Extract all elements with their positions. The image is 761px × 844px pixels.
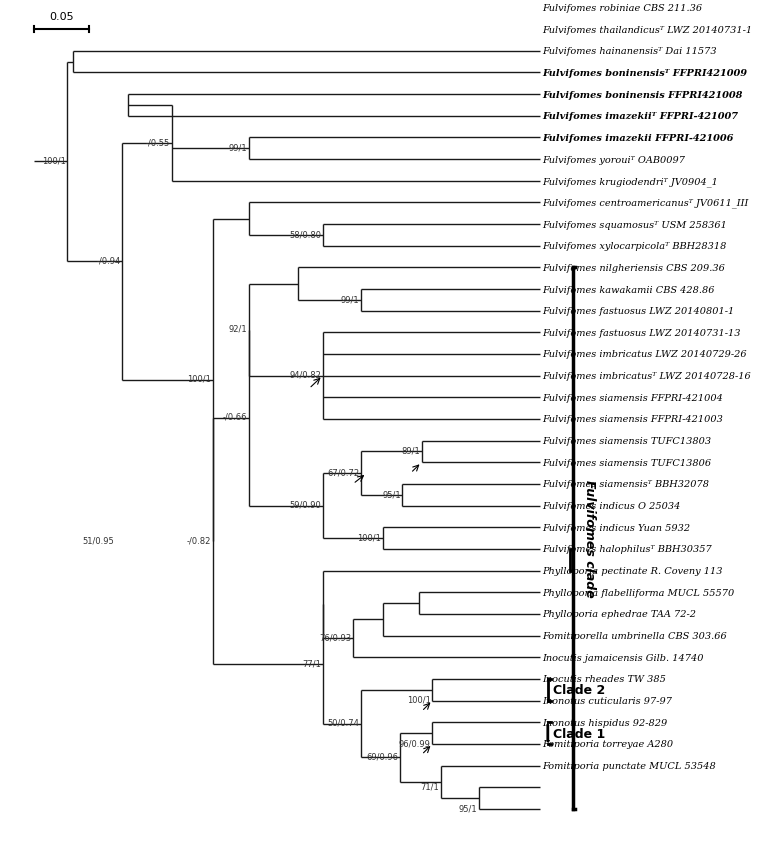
Text: Fulvifomes halophilusᵀ BBH30357: Fulvifomes halophilusᵀ BBH30357 [543, 545, 712, 554]
Text: Fulvifomes boninensisᵀ FFPRI421009: Fulvifomes boninensisᵀ FFPRI421009 [543, 69, 747, 78]
Text: -/0.82: -/0.82 [187, 535, 212, 544]
Text: Fulvifomes boninensis FFPRI421008: Fulvifomes boninensis FFPRI421008 [543, 90, 743, 100]
Text: Fulvifomes xylocarpicolaᵀ BBH28318: Fulvifomes xylocarpicolaᵀ BBH28318 [543, 242, 727, 251]
Text: Fulvifomes imbricatus LWZ 20140729-26: Fulvifomes imbricatus LWZ 20140729-26 [543, 350, 747, 359]
Text: -/0.66: -/0.66 [222, 413, 247, 421]
Text: Clade 2: Clade 2 [553, 684, 606, 696]
Text: Fulvifomes nilgheriensis CBS 209.36: Fulvifomes nilgheriensis CBS 209.36 [543, 263, 725, 273]
Text: Phylloporia ephedrae TAA 72-2: Phylloporia ephedrae TAA 72-2 [543, 609, 696, 619]
Text: 100/1: 100/1 [407, 695, 431, 704]
Text: 94/0.82: 94/0.82 [289, 371, 321, 380]
Text: 100/1: 100/1 [187, 375, 212, 383]
Text: Inonotus cuticularis 97-97: Inonotus cuticularis 97-97 [543, 696, 672, 706]
Text: 92/1: 92/1 [228, 324, 247, 333]
Text: Inonotus hispidus 92-829: Inonotus hispidus 92-829 [543, 718, 667, 727]
Text: Fulvifomes kawakamii CBS 428.86: Fulvifomes kawakamii CBS 428.86 [543, 285, 715, 295]
Text: Fulvifomes clade: Fulvifomes clade [584, 479, 597, 598]
Text: Fomitiporella umbrinella CBS 303.66: Fomitiporella umbrinella CBS 303.66 [543, 631, 727, 641]
Text: Phylloporia pectinate R. Coveny 113: Phylloporia pectinate R. Coveny 113 [543, 566, 723, 576]
Text: -/0.94: -/0.94 [97, 257, 120, 265]
Text: Fulvifomes robiniae CBS 211.36: Fulvifomes robiniae CBS 211.36 [543, 4, 702, 13]
Text: Fulvifomes siamensis FFPRI-421003: Fulvifomes siamensis FFPRI-421003 [543, 415, 723, 424]
Text: Inocutis rheades TW 385: Inocutis rheades TW 385 [543, 674, 666, 684]
Text: -/0.55: -/0.55 [146, 138, 170, 147]
Text: 51/0.95: 51/0.95 [82, 535, 114, 544]
Text: 76/0.93: 76/0.93 [319, 633, 352, 641]
Text: 0.05: 0.05 [49, 13, 74, 23]
Text: Fulvifomes centroamericanusᵀ JV0611_III: Fulvifomes centroamericanusᵀ JV0611_III [543, 198, 749, 208]
Text: 99/1: 99/1 [341, 295, 359, 304]
Text: Fulvifomes siamensis TUFC13806: Fulvifomes siamensis TUFC13806 [543, 458, 712, 468]
Text: Fulvifomes indicus Yuan 5932: Fulvifomes indicus Yuan 5932 [543, 523, 690, 533]
Text: Fulvifomes krugiodendriᵀ JV0904_1: Fulvifomes krugiodendriᵀ JV0904_1 [543, 176, 718, 187]
Text: Fulvifomes imazekii FFPRI-421006: Fulvifomes imazekii FFPRI-421006 [543, 133, 734, 143]
Text: 89/1: 89/1 [401, 446, 420, 455]
Text: Fulvifomes fastuosus LWZ 20140731-13: Fulvifomes fastuosus LWZ 20140731-13 [543, 328, 740, 338]
Text: Fulvifomes imbricatusᵀ LWZ 20140728-16: Fulvifomes imbricatusᵀ LWZ 20140728-16 [543, 371, 751, 381]
Text: Fomitiporia punctate MUCL 53548: Fomitiporia punctate MUCL 53548 [543, 761, 716, 771]
Text: Fomitiporia torreyae A280: Fomitiporia torreyae A280 [543, 739, 673, 749]
Text: 77/1: 77/1 [302, 658, 321, 668]
Text: Fulvifomes yorouiᵀ OAB0097: Fulvifomes yorouiᵀ OAB0097 [543, 155, 686, 165]
Text: 99/1: 99/1 [228, 143, 247, 152]
Text: Fulvifomes indicus O 25034: Fulvifomes indicus O 25034 [543, 501, 680, 511]
Text: 95/1: 95/1 [382, 490, 400, 499]
Text: Clade 1: Clade 1 [553, 727, 606, 739]
Text: 100/1: 100/1 [358, 533, 381, 542]
Text: 67/0.72: 67/0.72 [327, 468, 359, 477]
Text: Fulvifomes siamensis FFPRI-421004: Fulvifomes siamensis FFPRI-421004 [543, 393, 723, 403]
Text: Fulvifomes thailandicusᵀ LWZ 20140731-1: Fulvifomes thailandicusᵀ LWZ 20140731-1 [543, 25, 753, 35]
Text: Fulvifomes fastuosus LWZ 20140801-1: Fulvifomes fastuosus LWZ 20140801-1 [543, 307, 734, 316]
Text: Fulvifomes siamensis TUFC13803: Fulvifomes siamensis TUFC13803 [543, 436, 712, 446]
Text: 71/1: 71/1 [420, 782, 439, 791]
Text: 59/0.90: 59/0.90 [289, 500, 321, 509]
Text: Fulvifomes hainanensisᵀ Dai 11573: Fulvifomes hainanensisᵀ Dai 11573 [543, 47, 717, 57]
Text: 95/1: 95/1 [459, 803, 477, 812]
Text: 69/0.96: 69/0.96 [366, 752, 398, 760]
Text: 96/0.99: 96/0.99 [399, 738, 431, 747]
Text: Fulvifomes squamosusᵀ USM 258361: Fulvifomes squamosusᵀ USM 258361 [543, 220, 728, 230]
Text: 50/0.74: 50/0.74 [327, 718, 359, 727]
Text: 58/0.80: 58/0.80 [289, 230, 321, 239]
Text: Inocutis jamaicensis Gilb. 14740: Inocutis jamaicensis Gilb. 14740 [543, 653, 704, 662]
Text: Phylloporia flabelliforma MUCL 55570: Phylloporia flabelliforma MUCL 55570 [543, 588, 734, 597]
Text: Fulvifomes imazekiiᵀ FFPRI-421007: Fulvifomes imazekiiᵀ FFPRI-421007 [543, 112, 738, 121]
Text: Fulvifomes siamensisᵀ BBH32078: Fulvifomes siamensisᵀ BBH32078 [543, 480, 709, 489]
Text: 100/1: 100/1 [42, 156, 65, 165]
